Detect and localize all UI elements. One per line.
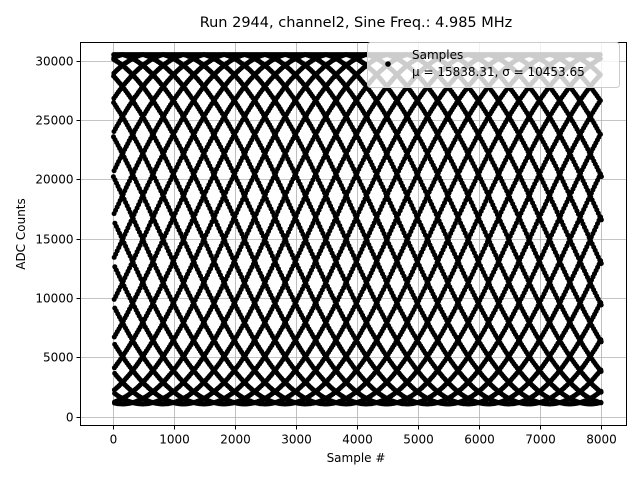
chart-title: Run 2944, channel2, Sine Freq.: 4.985 MH… — [200, 15, 513, 31]
